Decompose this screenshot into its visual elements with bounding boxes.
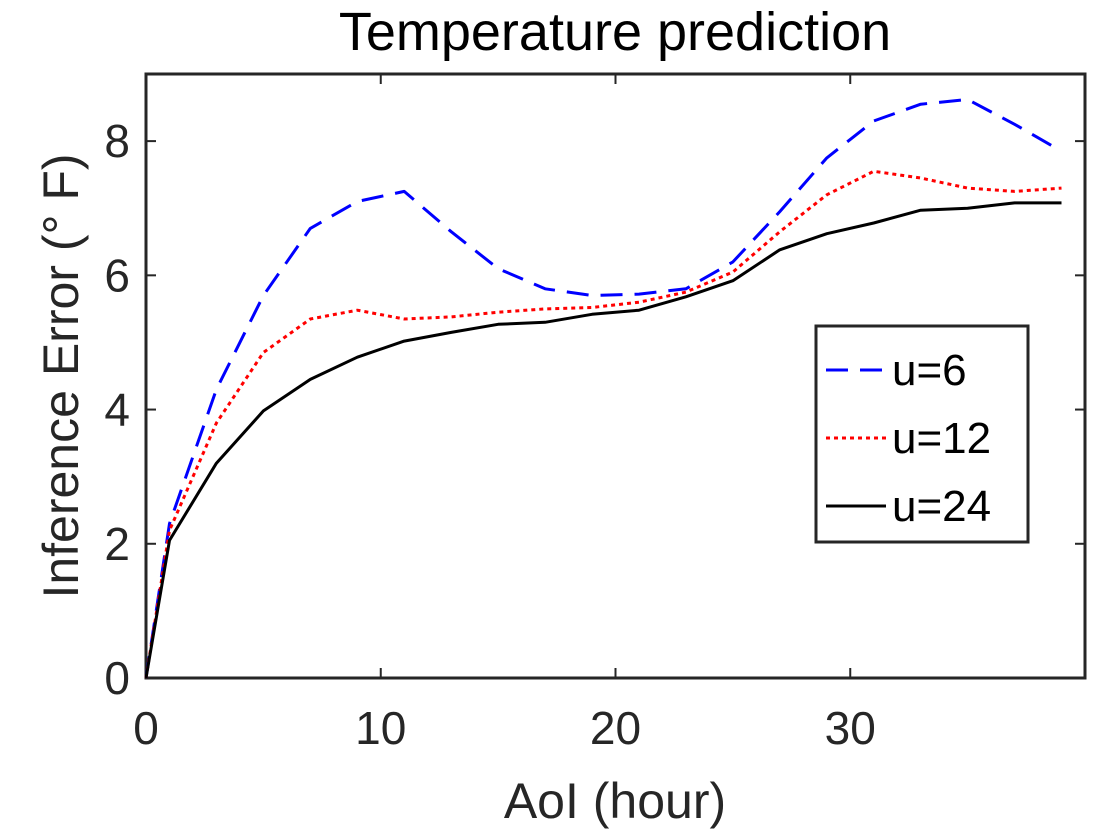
y-tick-label: 2: [104, 518, 130, 570]
series-line-u12: [144, 169, 1062, 679]
legend-label: u=12: [892, 414, 991, 463]
series-layer: [144, 98, 1063, 679]
legend-label: u=24: [892, 482, 991, 531]
x-tick-label: 0: [133, 702, 159, 754]
series-line-u24: [144, 201, 1062, 679]
y-tick-label: 6: [104, 249, 130, 301]
y-tick-label: 0: [104, 652, 130, 704]
x-tick-label: 30: [825, 702, 876, 754]
legend: u=6 u=12 u=24: [814, 324, 1030, 544]
y-tick-label: 8: [104, 115, 130, 167]
chart-title: Temperature prediction: [339, 2, 891, 62]
legend-label: u=6: [892, 346, 967, 395]
y-axis-label: Inference Error (° F): [33, 153, 89, 598]
x-axis-label: AoI (hour): [504, 773, 726, 829]
x-tick-label: 20: [590, 702, 641, 754]
x-tick-label: 10: [355, 702, 406, 754]
axis-ticks: 0 10 20 30 0 2 4 6 8: [104, 74, 1085, 754]
y-tick-label: 4: [104, 384, 130, 436]
